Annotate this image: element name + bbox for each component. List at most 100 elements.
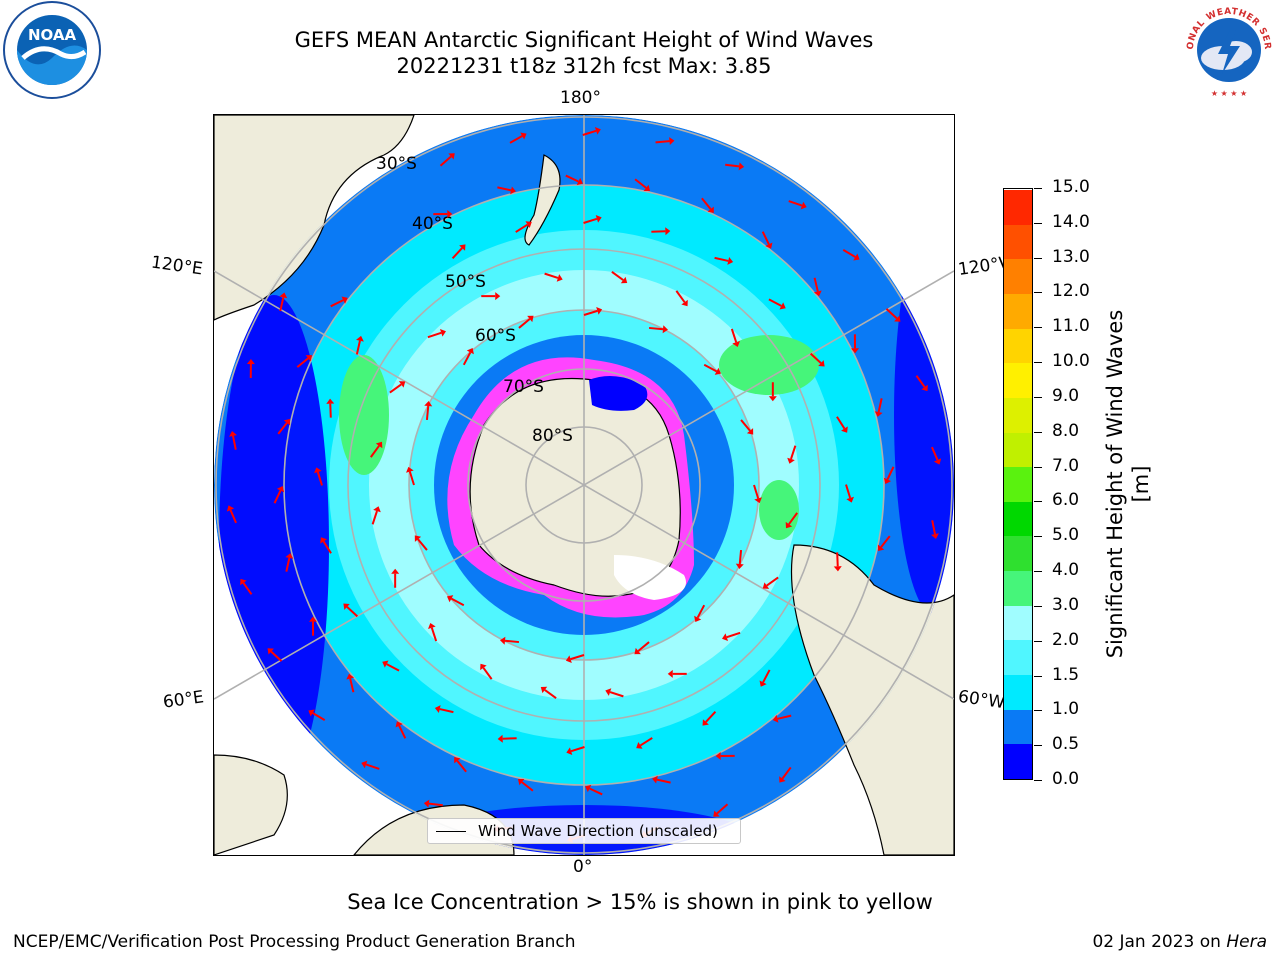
wave-arrow-head: [877, 544, 885, 552]
footer-date: 02 Jan 2023 on Hera: [1092, 932, 1267, 952]
wave-arrow-head: [662, 325, 668, 334]
wave-arrow-head: [308, 709, 315, 717]
wave-arrow-head: [276, 486, 285, 493]
colorbar-segment: [1004, 570, 1032, 606]
wave-arrow-head: [517, 778, 525, 786]
wave-arrow-head: [894, 315, 901, 322]
colorbar-tick-label: 6.0: [1052, 490, 1080, 511]
colorbar-tick: [1034, 431, 1042, 433]
wave-arrow-shaft: [417, 538, 428, 551]
colorbar: [1003, 188, 1033, 780]
wave-arrow-shaft: [648, 326, 664, 331]
colorbar-tick-label: 14.0: [1052, 211, 1090, 232]
wave-arrow-shaft: [788, 200, 803, 207]
colorbar-segment: [1004, 501, 1032, 537]
wave-arrow-head: [787, 457, 795, 464]
wave-arrow-shaft: [609, 691, 624, 698]
colorbar-tick-label: 7.0: [1052, 455, 1080, 476]
wave-arrow-shaft: [651, 230, 666, 233]
wave-arrow-shaft: [740, 419, 751, 432]
wave-arrow-shaft: [836, 552, 839, 567]
wave-arrow-head: [833, 566, 842, 572]
wave-arrow-head: [525, 221, 532, 228]
wave-arrow-head: [246, 359, 255, 365]
wave-arrow-shaft: [544, 689, 557, 699]
wave-arrow-head: [346, 673, 355, 680]
colorbar-tick-label: 0.5: [1052, 734, 1080, 755]
wave-arrow-shaft: [398, 725, 407, 739]
colorbar-tick: [1034, 396, 1042, 398]
wave-arrow-shaft: [521, 781, 534, 792]
wave-arrow-shaft: [371, 510, 378, 525]
wave-arrow-shaft: [768, 298, 782, 307]
wave-arrow-head: [497, 734, 503, 743]
wave-arrow-shaft: [931, 446, 939, 461]
colorbar-segment: [1004, 535, 1032, 572]
wave-arrow-shaft: [322, 540, 332, 554]
wave-arrow-shaft: [703, 363, 718, 373]
colorbar-segment: [1004, 328, 1032, 364]
wave-arrow-head: [714, 367, 722, 375]
wave-arrow-head: [414, 535, 422, 542]
wave-arrow-head: [665, 227, 671, 236]
lat-label-60s: 60°S: [475, 326, 516, 346]
wave-arrow-shaft: [229, 509, 237, 524]
wave-arrow-head: [779, 302, 786, 310]
colorbar-tick-label: 8.0: [1052, 420, 1080, 441]
legend-line-icon: [436, 831, 466, 832]
colorbar-tick: [1034, 222, 1042, 224]
wave-arrow-head: [395, 721, 403, 728]
wave-arrow-shaft: [482, 667, 493, 680]
wave-arrow-head: [466, 347, 474, 355]
wave-arrow-shaft: [705, 710, 717, 723]
wave-arrow-head: [746, 428, 754, 435]
colorbar-tick-label: 15.0: [1052, 177, 1090, 197]
wave-arrow-shaft: [788, 512, 798, 525]
wave-arrow-shaft: [242, 582, 253, 595]
colorbar-tick: [1034, 710, 1042, 712]
lat-label-70s: 70°S: [503, 377, 544, 397]
wave-arrow-head: [931, 533, 939, 539]
chart-title: GEFS MEAN Antarctic Significant Height o…: [294, 28, 874, 52]
wave-arrow-head: [765, 242, 773, 249]
wave-arrow-head: [424, 401, 433, 407]
wave-arrow-shaft: [583, 217, 598, 224]
wave-arrow-head: [308, 616, 317, 622]
colorbar-label: Significant Height of Wind Waves [m]: [1103, 309, 1153, 659]
colorbar-tick-label: 1.5: [1052, 664, 1080, 685]
wave-arrow-shaft: [655, 140, 670, 144]
wave-arrow-shaft: [583, 309, 598, 316]
wave-arrow-shaft: [365, 763, 380, 770]
wave-arrow-head: [585, 784, 592, 793]
wave-arrow-head: [447, 209, 453, 218]
colorbar-tick: [1034, 362, 1042, 364]
wave-arrow-head: [853, 253, 860, 261]
colorbar-tick-label: 11.0: [1052, 316, 1090, 337]
colorbar-segment: [1004, 258, 1032, 294]
colorbar-tick-label: 4.0: [1052, 560, 1080, 581]
colorbar-tick: [1034, 501, 1042, 503]
wave-arrow-head: [283, 418, 291, 426]
wave-arrow-shaft: [370, 445, 380, 458]
wave-arrow-head: [694, 615, 702, 623]
wave-arrow-head: [594, 126, 601, 135]
wave-arrow-shaft: [570, 654, 585, 661]
wave-arrow-head: [428, 623, 436, 629]
colorbar-tick-label: 2.0: [1052, 629, 1080, 650]
wave-arrow-head: [595, 215, 602, 223]
wave-arrow-shaft: [714, 256, 729, 262]
colorbar-tick-label: 12.0: [1052, 281, 1090, 302]
wave-arrow-head: [285, 553, 294, 559]
wave-arrow-head: [406, 466, 414, 473]
wave-arrow-head: [702, 719, 709, 726]
wave-arrow-head: [846, 496, 854, 503]
wave-arrow-head: [314, 467, 322, 474]
graticule: [214, 115, 954, 855]
wave-arrow-shaft: [696, 604, 706, 619]
wave-arrow-head: [440, 329, 446, 337]
wave-arrow-head: [732, 341, 740, 347]
wave-arrow-head: [883, 477, 892, 484]
wave-arrow-shaft: [456, 760, 467, 773]
wave-arrow-head: [495, 292, 501, 301]
wave-arrow-shaft: [781, 766, 792, 780]
